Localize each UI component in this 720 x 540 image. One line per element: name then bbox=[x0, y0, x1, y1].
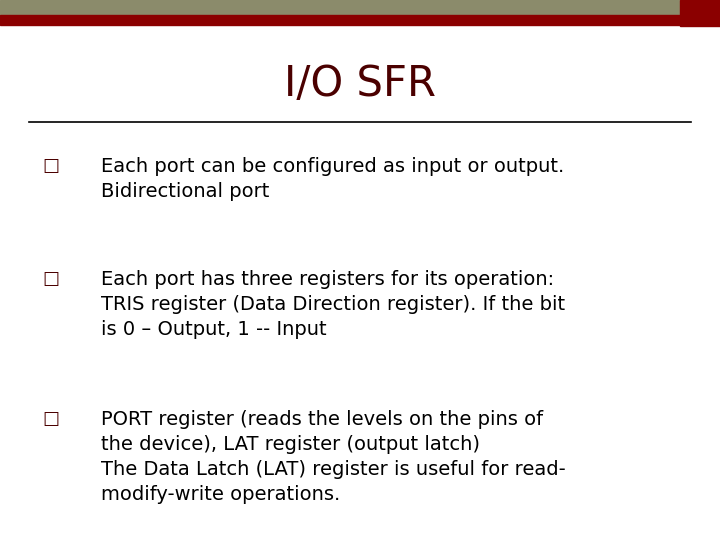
Bar bbox=[0, 15, 720, 25]
Text: Each port can be configured as input or output.
Bidirectional port: Each port can be configured as input or … bbox=[101, 157, 564, 200]
Text: PORT register (reads the levels on the pins of
the device), LAT register (output: PORT register (reads the levels on the p… bbox=[101, 410, 565, 504]
Text: Each port has three registers for its operation:
TRIS register (Data Direction r: Each port has three registers for its op… bbox=[101, 270, 565, 339]
Bar bbox=[0, 0, 720, 15]
Text: □: □ bbox=[42, 157, 59, 174]
Bar bbox=[680, 0, 720, 26]
Text: I/O SFR: I/O SFR bbox=[284, 63, 436, 105]
Text: □: □ bbox=[42, 410, 59, 428]
Text: □: □ bbox=[42, 270, 59, 288]
